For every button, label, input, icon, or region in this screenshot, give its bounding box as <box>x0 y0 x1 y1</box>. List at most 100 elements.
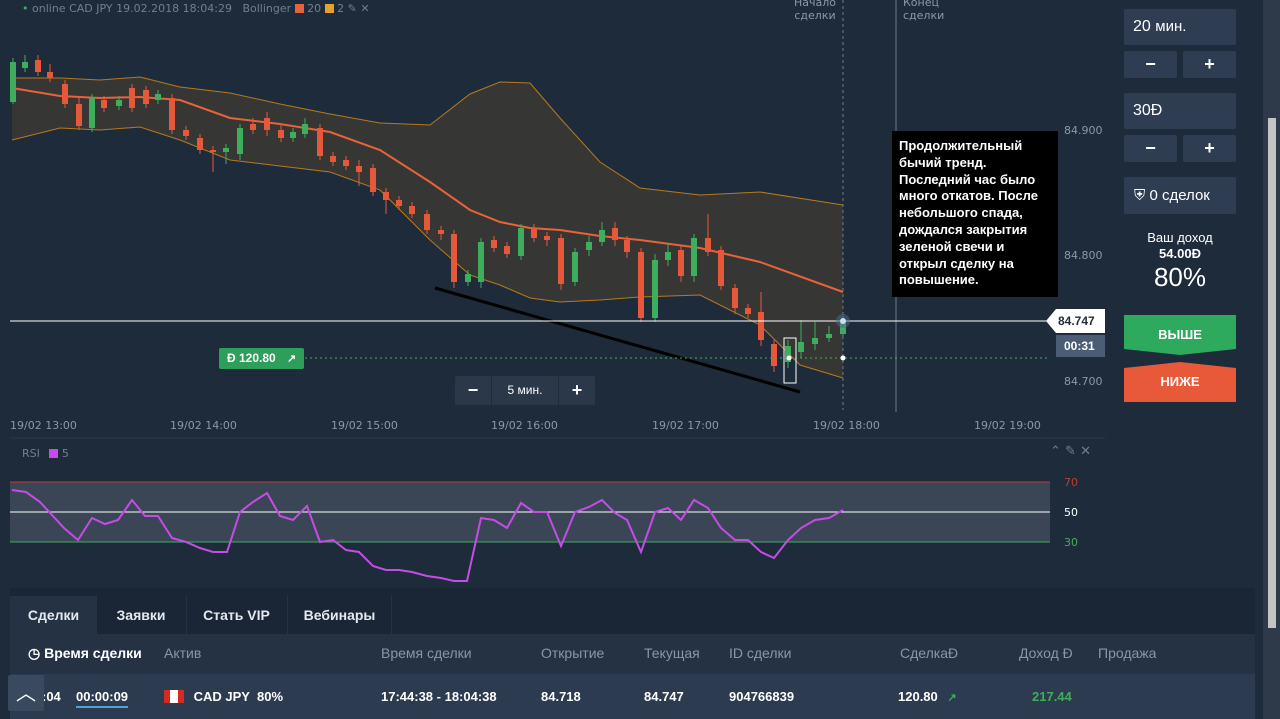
trade-badge-amount: Đ 120.80 <box>227 351 276 365</box>
candle <box>705 238 711 252</box>
cell-current: 84.747 <box>644 689 684 704</box>
col-header-id[interactable]: ID сделки <box>729 645 792 661</box>
rsi-level-label: 30 <box>1064 536 1078 549</box>
time-tick: 19/02 18:00 <box>813 419 880 432</box>
candle <box>210 150 216 152</box>
timeframe-minus-button[interactable]: − <box>467 380 479 400</box>
indicator-color-1 <box>294 4 304 13</box>
indicator-param-1: 20 <box>307 2 322 15</box>
amount-plus-button[interactable]: + <box>1183 135 1236 162</box>
candle <box>678 250 684 276</box>
scrollbar-thumb[interactable] <box>1268 118 1276 628</box>
arrow-up-right-icon: ↗ <box>947 692 957 704</box>
amount-field[interactable]: 30Đ <box>1124 93 1236 129</box>
edit-icon[interactable]: ✎ <box>1065 444 1076 459</box>
tab-deals[interactable]: Сделки <box>10 596 97 634</box>
candle <box>586 242 592 250</box>
candles <box>10 55 846 372</box>
candle <box>544 236 550 240</box>
indicator-param-2: 2 <box>337 2 345 15</box>
timeframe-plus-button[interactable]: + <box>571 380 583 400</box>
candle <box>531 228 537 238</box>
candle <box>504 246 510 254</box>
candle <box>798 342 804 352</box>
band-middle <box>11 87 844 293</box>
duration-plus-button[interactable]: + <box>1183 51 1236 78</box>
candle <box>478 242 484 282</box>
cell-profit: 217.44 <box>1032 689 1072 704</box>
candle <box>599 230 605 242</box>
trend-line[interactable] <box>434 286 801 394</box>
candle <box>62 84 68 104</box>
tab-webinars[interactable]: Вебинары <box>287 596 392 634</box>
start-label: Начало сделки <box>793 0 836 22</box>
price-tick: 84.700 <box>1064 375 1103 388</box>
asset-pct: 80% <box>256 689 284 704</box>
indicator-color-2 <box>324 4 334 13</box>
candle <box>10 62 16 102</box>
amount-text: 120.80 <box>898 689 938 704</box>
current-price-dot <box>840 318 846 324</box>
rsi-controls: ⌃ ✎ ✕ <box>1050 444 1091 459</box>
current-point <box>840 355 846 361</box>
rsi-header: RSI 5 <box>22 447 69 460</box>
trade-badge[interactable]: Đ 120.80 ↗ <box>219 348 304 369</box>
close-icon[interactable]: ✕ <box>360 2 370 15</box>
amount-value: 30 <box>1133 102 1151 119</box>
collapse-icon[interactable]: ⌃ <box>1050 444 1061 459</box>
rsi-name: RSI <box>22 447 40 460</box>
candle <box>155 94 161 100</box>
amount-currency: Đ <box>1150 102 1163 119</box>
deals-button[interactable]: ⛨ 0 сделок <box>1124 177 1236 214</box>
table-row[interactable] <box>10 674 1255 719</box>
up-button[interactable]: ВЫШЕ <box>1124 315 1236 355</box>
col-header-period[interactable]: Время сделки <box>381 645 472 661</box>
candle <box>383 192 389 200</box>
col-header-profit[interactable]: Доход Đ <box>1019 645 1073 661</box>
candle <box>317 128 323 156</box>
down-button[interactable]: НИЖЕ <box>1124 362 1236 402</box>
price-tick: 84.800 <box>1064 249 1103 262</box>
deals-label: 0 сделок <box>1149 187 1210 204</box>
countdown-bg <box>1056 335 1105 357</box>
rsi-level-label: 50 <box>1064 506 1078 519</box>
candle <box>518 228 524 256</box>
tab-orders[interactable]: Заявки <box>116 607 166 623</box>
candle <box>330 156 336 162</box>
col-header-amount[interactable]: СделкаĐ <box>900 645 959 661</box>
flag-icon <box>164 690 184 703</box>
col-header-time-left[interactable]: ◷ Время сделки <box>28 645 142 662</box>
candle <box>183 130 189 136</box>
countdown-tag: 00:31 <box>1064 339 1095 353</box>
edit-icon[interactable]: ✎ <box>347 2 357 15</box>
time-tick: 19/02 19:00 <box>974 419 1041 432</box>
candle <box>718 250 724 286</box>
end-label: Конец сделки <box>903 0 945 22</box>
scroll-up-button[interactable]: ︿ <box>8 675 44 711</box>
candle <box>35 60 41 72</box>
candle <box>812 338 818 344</box>
duration-minus-button[interactable]: − <box>1124 51 1177 78</box>
timeframe-label[interactable]: 5 мин. <box>491 376 559 405</box>
candle <box>785 346 791 362</box>
candle <box>89 98 95 128</box>
candle <box>396 200 402 206</box>
candle <box>652 260 658 318</box>
current-price-tag: 84.747 <box>1058 314 1095 328</box>
col-header-current[interactable]: Текущая <box>644 645 700 661</box>
close-icon[interactable]: ✕ <box>1080 444 1091 459</box>
candle <box>250 124 256 130</box>
candle <box>264 118 270 130</box>
duration-field[interactable]: 20 мин. <box>1124 9 1236 45</box>
candle <box>558 238 564 284</box>
col-header-asset[interactable]: Актив <box>164 645 202 661</box>
col-header-open[interactable]: Открытие <box>541 645 605 661</box>
amount-minus-button[interactable]: − <box>1124 135 1177 162</box>
tab-vip[interactable]: Стать VIP <box>186 596 286 634</box>
candle <box>691 238 697 276</box>
rsi-period: 5 <box>61 447 69 460</box>
status-dot-icon: • <box>22 2 29 15</box>
col-header-sell[interactable]: Продажа <box>1098 645 1157 661</box>
candle <box>47 72 53 78</box>
